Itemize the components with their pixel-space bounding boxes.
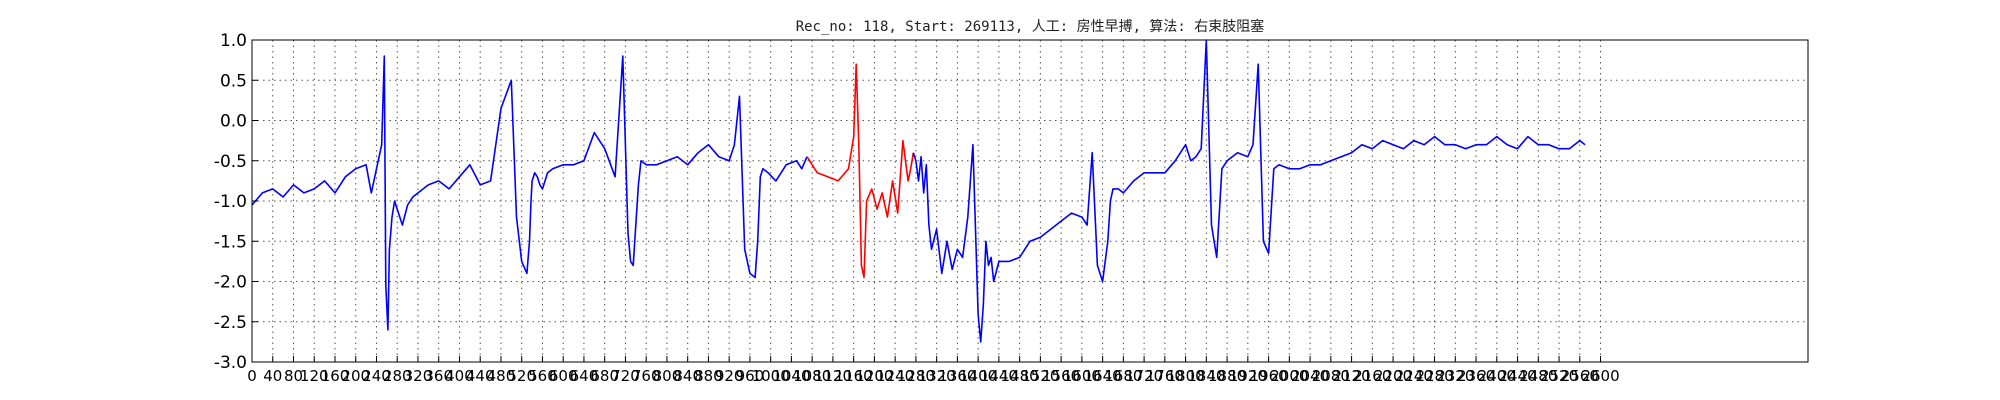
x-tick-label: 2080 [1312, 367, 1350, 385]
x-tick-label: 1200 [855, 367, 893, 385]
y-tick-label: 1.0 [220, 31, 247, 51]
ecg-signal-line [251, 55, 808, 331]
series-lines [251, 39, 1586, 343]
x-tick-label: 2600 [1581, 367, 1619, 385]
x-tick-label: 2400 [1478, 367, 1516, 385]
x-tick-label: 2120 [1332, 367, 1370, 385]
x-tick-label: 680 [590, 367, 619, 385]
x-tick-label: 0 [247, 367, 257, 385]
x-tick-label: 1600 [1063, 367, 1101, 385]
x-tick-label: 2520 [1540, 367, 1578, 385]
x-axis-ticks: 0 40 8012016020024028032036040044048052056… [247, 356, 1620, 385]
x-tick-label: 2040 [1291, 367, 1329, 385]
x-tick-label: 2160 [1353, 367, 1391, 385]
x-tick-label: 840 [673, 367, 702, 385]
x-tick-label: 1040 [772, 367, 810, 385]
y-tick-label: -0.5 [214, 152, 247, 172]
x-tick-label: 1800 [1167, 367, 1205, 385]
x-tick-label: 280 [383, 367, 412, 385]
x-tick-label: 800 [653, 367, 682, 385]
x-tick-label: 640 [570, 367, 599, 385]
y-tick-label: -2.5 [214, 313, 247, 333]
x-tick-label: 40 [263, 367, 282, 385]
x-tick-label: 1400 [959, 367, 997, 385]
x-tick-label: 1120 [814, 367, 852, 385]
y-tick-label: -3.0 [214, 353, 247, 373]
x-tick-label: 400 [445, 367, 474, 385]
x-tick-label: 440 [466, 367, 495, 385]
x-tick-label: 1160 [835, 367, 873, 385]
x-tick-label: 1960 [1249, 367, 1287, 385]
x-tick-label: 960 [736, 367, 765, 385]
x-tick-label: 240 [362, 367, 391, 385]
x-tick-label: 1520 [1021, 367, 1059, 385]
x-tick-label: 2480 [1519, 367, 1557, 385]
y-tick-label: -1.5 [214, 232, 247, 252]
x-tick-label: 880 [694, 367, 723, 385]
x-tick-label: 1240 [876, 367, 914, 385]
x-tick-label: 1480 [1001, 367, 1039, 385]
x-tick-label: 1680 [1104, 367, 1142, 385]
y-axis-ticks: 1.0 0.5 0.0 -0.5 -1.0 -1.5 -2.0 -2.5 -3.0 [214, 31, 258, 373]
x-tick-label: 1640 [1084, 367, 1122, 385]
x-tick-label: 1440 [980, 367, 1018, 385]
x-tick-label: 1320 [918, 367, 956, 385]
x-tick-label: 1760 [1146, 367, 1184, 385]
x-tick-label: 920 [715, 367, 744, 385]
y-tick-label: 0.5 [220, 71, 247, 91]
y-tick-label: 0.0 [220, 112, 247, 132]
x-tick-label: 2320 [1436, 367, 1474, 385]
x-tick-label: 2280 [1415, 367, 1453, 385]
x-tick-label: 1360 [938, 367, 976, 385]
x-tick-label: 120 [300, 367, 329, 385]
x-tick-label: 2560 [1561, 367, 1599, 385]
x-tick-label: 600 [549, 367, 578, 385]
x-tick-label: 1840 [1187, 367, 1225, 385]
y-tick-label: -1.0 [214, 192, 247, 212]
x-tick-label: 1080 [793, 367, 831, 385]
x-tick-label: 760 [632, 367, 661, 385]
x-tick-label: 1880 [1208, 367, 1246, 385]
ecg-signal-line [912, 39, 1586, 343]
x-tick-label: 2440 [1498, 367, 1536, 385]
x-tick-label: 2240 [1395, 367, 1433, 385]
x-tick-label: 160 [321, 367, 350, 385]
x-tick-label: 1000 [752, 367, 790, 385]
x-tick-label: 560 [528, 367, 557, 385]
x-tick-label: 2200 [1374, 367, 1412, 385]
x-tick-label: 80 [284, 367, 303, 385]
x-tick-label: 360 [424, 367, 453, 385]
x-tick-label: 200 [341, 367, 370, 385]
plot-frame [251, 39, 1809, 363]
chart-title: Rec_no: 118, Start: 269113, 人工: 房性早搏, 算法… [796, 18, 1265, 35]
x-tick-label: 1280 [897, 367, 935, 385]
x-tick-label: 2360 [1457, 367, 1495, 385]
x-tick-label: 480 [487, 367, 516, 385]
x-tick-label: 1720 [1125, 367, 1163, 385]
x-tick-label: 1920 [1229, 367, 1267, 385]
highlighted-beat-line [806, 63, 915, 279]
x-tick-label: 2000 [1270, 367, 1308, 385]
x-tick-label: 320 [404, 367, 433, 385]
x-tick-label: 1560 [1042, 367, 1080, 385]
grid-lines [251, 39, 1808, 363]
x-tick-label: 520 [507, 367, 536, 385]
x-tick-label: 720 [611, 367, 640, 385]
y-tick-label: -2.0 [214, 273, 247, 293]
